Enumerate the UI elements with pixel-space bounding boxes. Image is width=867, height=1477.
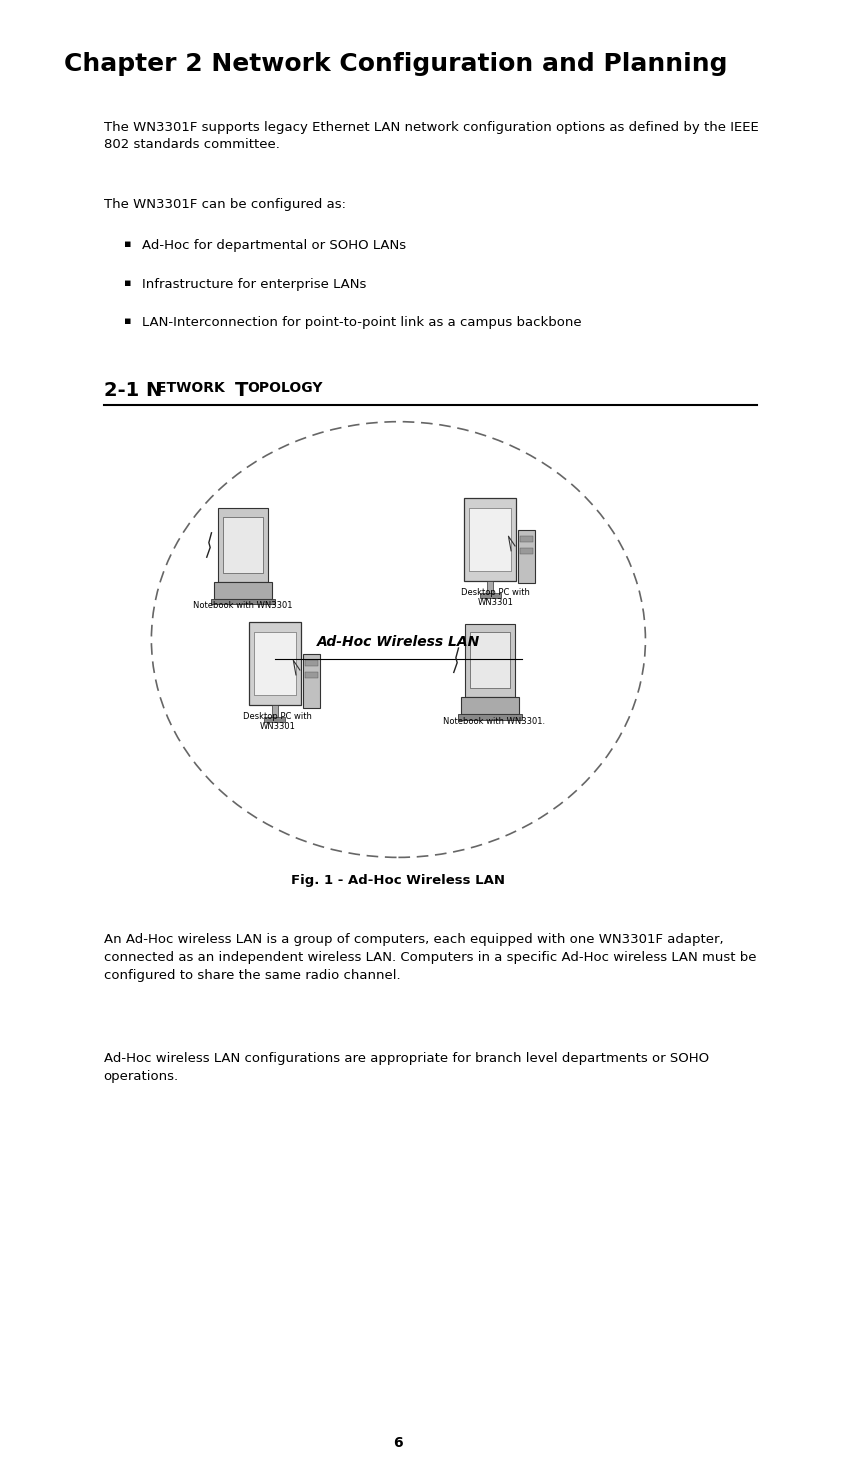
Text: T: T xyxy=(235,381,249,400)
Text: ETWORK: ETWORK xyxy=(157,381,230,394)
Bar xyxy=(461,697,519,713)
Text: LAN-Interconnection for point-to-point link as a campus backbone: LAN-Interconnection for point-to-point l… xyxy=(142,316,582,329)
Text: Ad-Hoc wireless LAN configurations are appropriate for branch level departments : Ad-Hoc wireless LAN configurations are a… xyxy=(103,1052,708,1083)
Bar xyxy=(465,623,515,697)
Bar xyxy=(303,654,320,707)
Bar xyxy=(249,622,301,705)
Text: The WN3301F can be configured as:: The WN3301F can be configured as: xyxy=(103,198,346,211)
Bar xyxy=(469,508,511,572)
Bar xyxy=(304,660,317,666)
Bar xyxy=(271,705,278,718)
Text: ▪: ▪ xyxy=(123,239,131,250)
Bar xyxy=(212,598,275,604)
Text: 6: 6 xyxy=(394,1437,403,1450)
Text: Chapter 2 Network Configuration and Planning: Chapter 2 Network Configuration and Plan… xyxy=(64,52,727,75)
Bar xyxy=(304,672,317,678)
Bar xyxy=(254,632,296,696)
Text: Ad-Hoc Wireless LAN: Ad-Hoc Wireless LAN xyxy=(316,635,480,650)
Text: Desktop PC with
WN3301: Desktop PC with WN3301 xyxy=(243,712,312,731)
Bar xyxy=(218,508,268,582)
Text: 2-1: 2-1 xyxy=(103,381,146,400)
Bar xyxy=(479,594,500,598)
Bar xyxy=(518,530,535,583)
Bar xyxy=(464,498,517,580)
Text: Notebook with WN3301: Notebook with WN3301 xyxy=(193,601,293,610)
Text: Ad-Hoc for departmental or SOHO LANs: Ad-Hoc for departmental or SOHO LANs xyxy=(142,239,406,253)
Text: ▪: ▪ xyxy=(123,316,131,326)
Bar xyxy=(470,632,511,688)
Text: An Ad-Hoc wireless LAN is a group of computers, each equipped with one WN3301F a: An Ad-Hoc wireless LAN is a group of com… xyxy=(103,933,756,982)
Text: Infrastructure for enterprise LANs: Infrastructure for enterprise LANs xyxy=(142,278,366,291)
Text: The WN3301F supports legacy Ethernet LAN network configuration options as define: The WN3301F supports legacy Ethernet LAN… xyxy=(103,121,759,151)
Text: Fig. 1 - Ad-Hoc Wireless LAN: Fig. 1 - Ad-Hoc Wireless LAN xyxy=(291,874,505,888)
Bar xyxy=(519,536,532,542)
Bar xyxy=(459,713,522,719)
Text: ▪: ▪ xyxy=(123,278,131,288)
Text: Notebook with WN3301.: Notebook with WN3301. xyxy=(443,716,545,725)
Text: OPOLOGY: OPOLOGY xyxy=(247,381,323,394)
Bar xyxy=(486,580,493,594)
Bar xyxy=(519,548,532,554)
Bar xyxy=(223,517,264,573)
Bar xyxy=(214,582,272,598)
Text: N: N xyxy=(145,381,161,400)
Bar xyxy=(264,718,285,722)
Text: Desktop PC with
WN3301: Desktop PC with WN3301 xyxy=(461,588,530,607)
